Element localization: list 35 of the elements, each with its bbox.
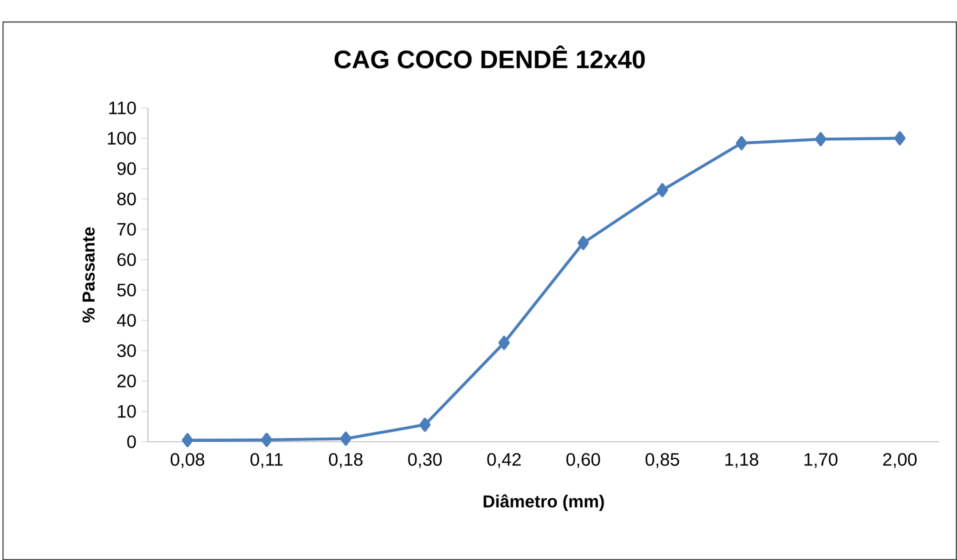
y-tick-label: 0	[127, 435, 136, 448]
point	[419, 418, 431, 432]
chart-title: CAG COCO DENDÊ 12x40	[334, 45, 645, 68]
x-tick-label: 0,11	[250, 452, 283, 468]
x-tick-label: 0,85	[646, 452, 680, 468]
y-tick-label: 10	[118, 404, 136, 418]
y-tick-label: 100	[108, 132, 136, 145]
x-tick-label: 0,18	[328, 452, 362, 468]
x-tick-label: 1,70	[804, 452, 838, 468]
point	[340, 432, 352, 446]
point	[260, 432, 272, 447]
point	[578, 236, 589, 250]
y-tick-label: 30	[117, 344, 136, 357]
y-axis-title: % Passante	[82, 227, 95, 322]
point	[736, 136, 748, 150]
x-tick-label: 1,18	[725, 452, 758, 468]
x-tick-label: 0,30	[408, 452, 442, 468]
y-tick-label: 50	[117, 284, 136, 296]
y-tick-label: 110	[109, 101, 136, 114]
point	[656, 182, 668, 198]
y-tick-label: 20	[117, 374, 136, 388]
y-tick-label: 60	[117, 253, 136, 266]
point	[894, 131, 906, 146]
x-tick-label: 0,60	[566, 452, 600, 468]
y-tick-label: 90	[117, 162, 136, 175]
x-tick-label: 0,08	[170, 452, 204, 468]
x-tick-label: 2,00	[883, 452, 917, 468]
x-tick-label: 0,42	[487, 452, 521, 468]
point	[498, 336, 510, 350]
point	[815, 132, 826, 146]
y-tick-label: 40	[116, 314, 136, 327]
y-tick-label: 70	[117, 222, 136, 236]
y-tick-label: 80	[117, 192, 136, 206]
x-axis-title: Diâmetro (mm)	[484, 494, 604, 511]
point	[182, 433, 194, 448]
